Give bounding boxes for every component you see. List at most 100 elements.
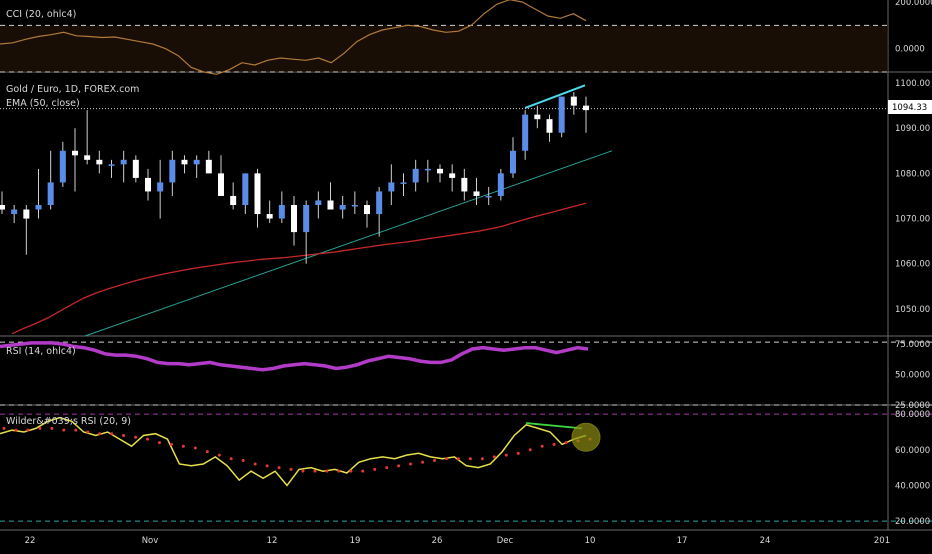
wilder-signal-dot	[38, 426, 42, 430]
wilder-signal-dot	[337, 469, 341, 473]
candle-body	[558, 96, 565, 133]
candle-body	[132, 159, 139, 178]
candle-body	[145, 177, 151, 192]
price-tick-label: 1090.00	[895, 124, 930, 134]
last-price-value: 1094.33	[892, 103, 927, 113]
candle-body	[35, 205, 42, 210]
rsi-line	[0, 341, 589, 372]
last-price-badge	[888, 100, 932, 114]
cci-tick-label: 0.0000	[895, 45, 925, 55]
candle-body	[449, 173, 456, 178]
cci-line	[0, 0, 587, 75]
candle-body	[388, 182, 395, 192]
wilder-signal-dot	[265, 464, 269, 468]
highlight-circle	[571, 422, 601, 452]
time-tick-label: 22	[25, 536, 36, 546]
wilder-signal-dot	[421, 460, 425, 464]
candle-body	[291, 205, 297, 233]
time-tick-label: Dec	[497, 536, 514, 546]
price-tick-label: 1060.00	[895, 260, 930, 270]
candle-body	[205, 159, 212, 174]
wilder-pane-label: Wilder&#039;s RSI (20, 9)	[6, 416, 131, 427]
wilder-signal-dot	[205, 450, 209, 454]
ema-label: EMA (50, close)	[6, 98, 80, 109]
candle-body	[242, 173, 249, 205]
wilder-signal-dot	[146, 437, 150, 441]
candle-body	[400, 182, 407, 184]
candle-body	[266, 214, 273, 219]
candle-body	[59, 150, 66, 183]
time-tick-label: Nov	[142, 536, 159, 546]
wilder-signal-dot	[157, 441, 161, 445]
wilder-signal-dot	[528, 448, 532, 452]
candle-body	[218, 173, 224, 196]
candle-body	[339, 205, 346, 210]
candle-body	[546, 119, 553, 133]
wilder-signal-dot	[74, 428, 78, 432]
candle-body	[534, 114, 541, 120]
candle-body	[461, 177, 468, 192]
time-tick-label: 24	[760, 536, 771, 546]
wilder-signal-dot	[552, 442, 556, 446]
candle-body	[424, 168, 431, 171]
wilder-signal-dot	[193, 446, 197, 450]
price-divergence-line	[524, 84, 586, 109]
trendline	[84, 150, 613, 337]
candle-body	[570, 96, 577, 106]
time-tick-label: 10	[585, 536, 596, 546]
ema-line	[11, 202, 587, 335]
candle-body	[376, 191, 383, 215]
wilder-signal-dot	[277, 466, 281, 470]
rsi-divergence-line	[526, 422, 583, 430]
wilder-signal-dot	[564, 441, 568, 445]
time-tick-label: 26	[432, 536, 443, 546]
time-tick-label: 12	[267, 536, 278, 546]
candle-body	[364, 205, 370, 215]
wilder-signal-dot	[253, 462, 257, 466]
candle-body	[157, 182, 164, 192]
wilder-signal-dot	[385, 466, 389, 470]
cci-band	[0, 25, 888, 72]
time-tick-label: 201	[874, 536, 890, 546]
wilder-signal-dot	[444, 457, 448, 461]
wilder-tick-label: 80.0000	[895, 410, 930, 420]
candle-body	[169, 159, 176, 183]
wilder-signal-dot	[361, 469, 365, 473]
candle-body	[230, 195, 237, 205]
wilder-signal-dot	[289, 467, 293, 471]
candle-body	[522, 114, 529, 151]
wilder-signal-dot	[373, 467, 377, 471]
candle-body	[181, 159, 188, 165]
rsi-tick-label: 50.0000	[895, 371, 930, 381]
wilder-signal-dot	[62, 428, 66, 432]
candle-body	[11, 209, 18, 215]
candle-body	[84, 155, 91, 160]
rsi-tick-label: 25.0000	[895, 401, 930, 411]
candle-body	[23, 209, 30, 219]
axis-layer: 200.0000 0.0000 1100.00 1090.00 1080.00 1070.…	[25, 0, 932, 546]
wilder-signal-dot	[2, 426, 6, 430]
wilder-signal-dot	[98, 432, 102, 436]
candle-body	[327, 200, 334, 210]
cci-tick-label: 200.0000	[895, 0, 932, 8]
wilder-signal-dot	[397, 464, 401, 468]
wilder-signal-dot	[480, 457, 484, 461]
price-tick-label: 1080.00	[895, 169, 930, 179]
rsi-pane-label: RSI (14, ohlc4)	[6, 346, 76, 357]
wilder-signal-dot	[504, 453, 508, 457]
static-layer	[0, 0, 932, 531]
wilder-signal-dot	[468, 457, 472, 461]
wilder-signal-dot	[229, 457, 233, 461]
candle-body	[96, 159, 103, 165]
wilder-signal-dot	[325, 469, 329, 473]
rsi-tick-label: 75.0000	[895, 340, 930, 350]
wilder-tick-label: 40.0000	[895, 481, 930, 491]
cci-pane-label: CCI (20, ohlc4)	[6, 9, 76, 20]
candle-body	[120, 159, 127, 165]
candle-body	[47, 182, 54, 205]
price-tick-label: 1070.00	[895, 215, 930, 225]
candle-body	[485, 195, 492, 198]
price-pane-title: Gold / Euro, 1D, FOREX.com	[6, 84, 139, 95]
